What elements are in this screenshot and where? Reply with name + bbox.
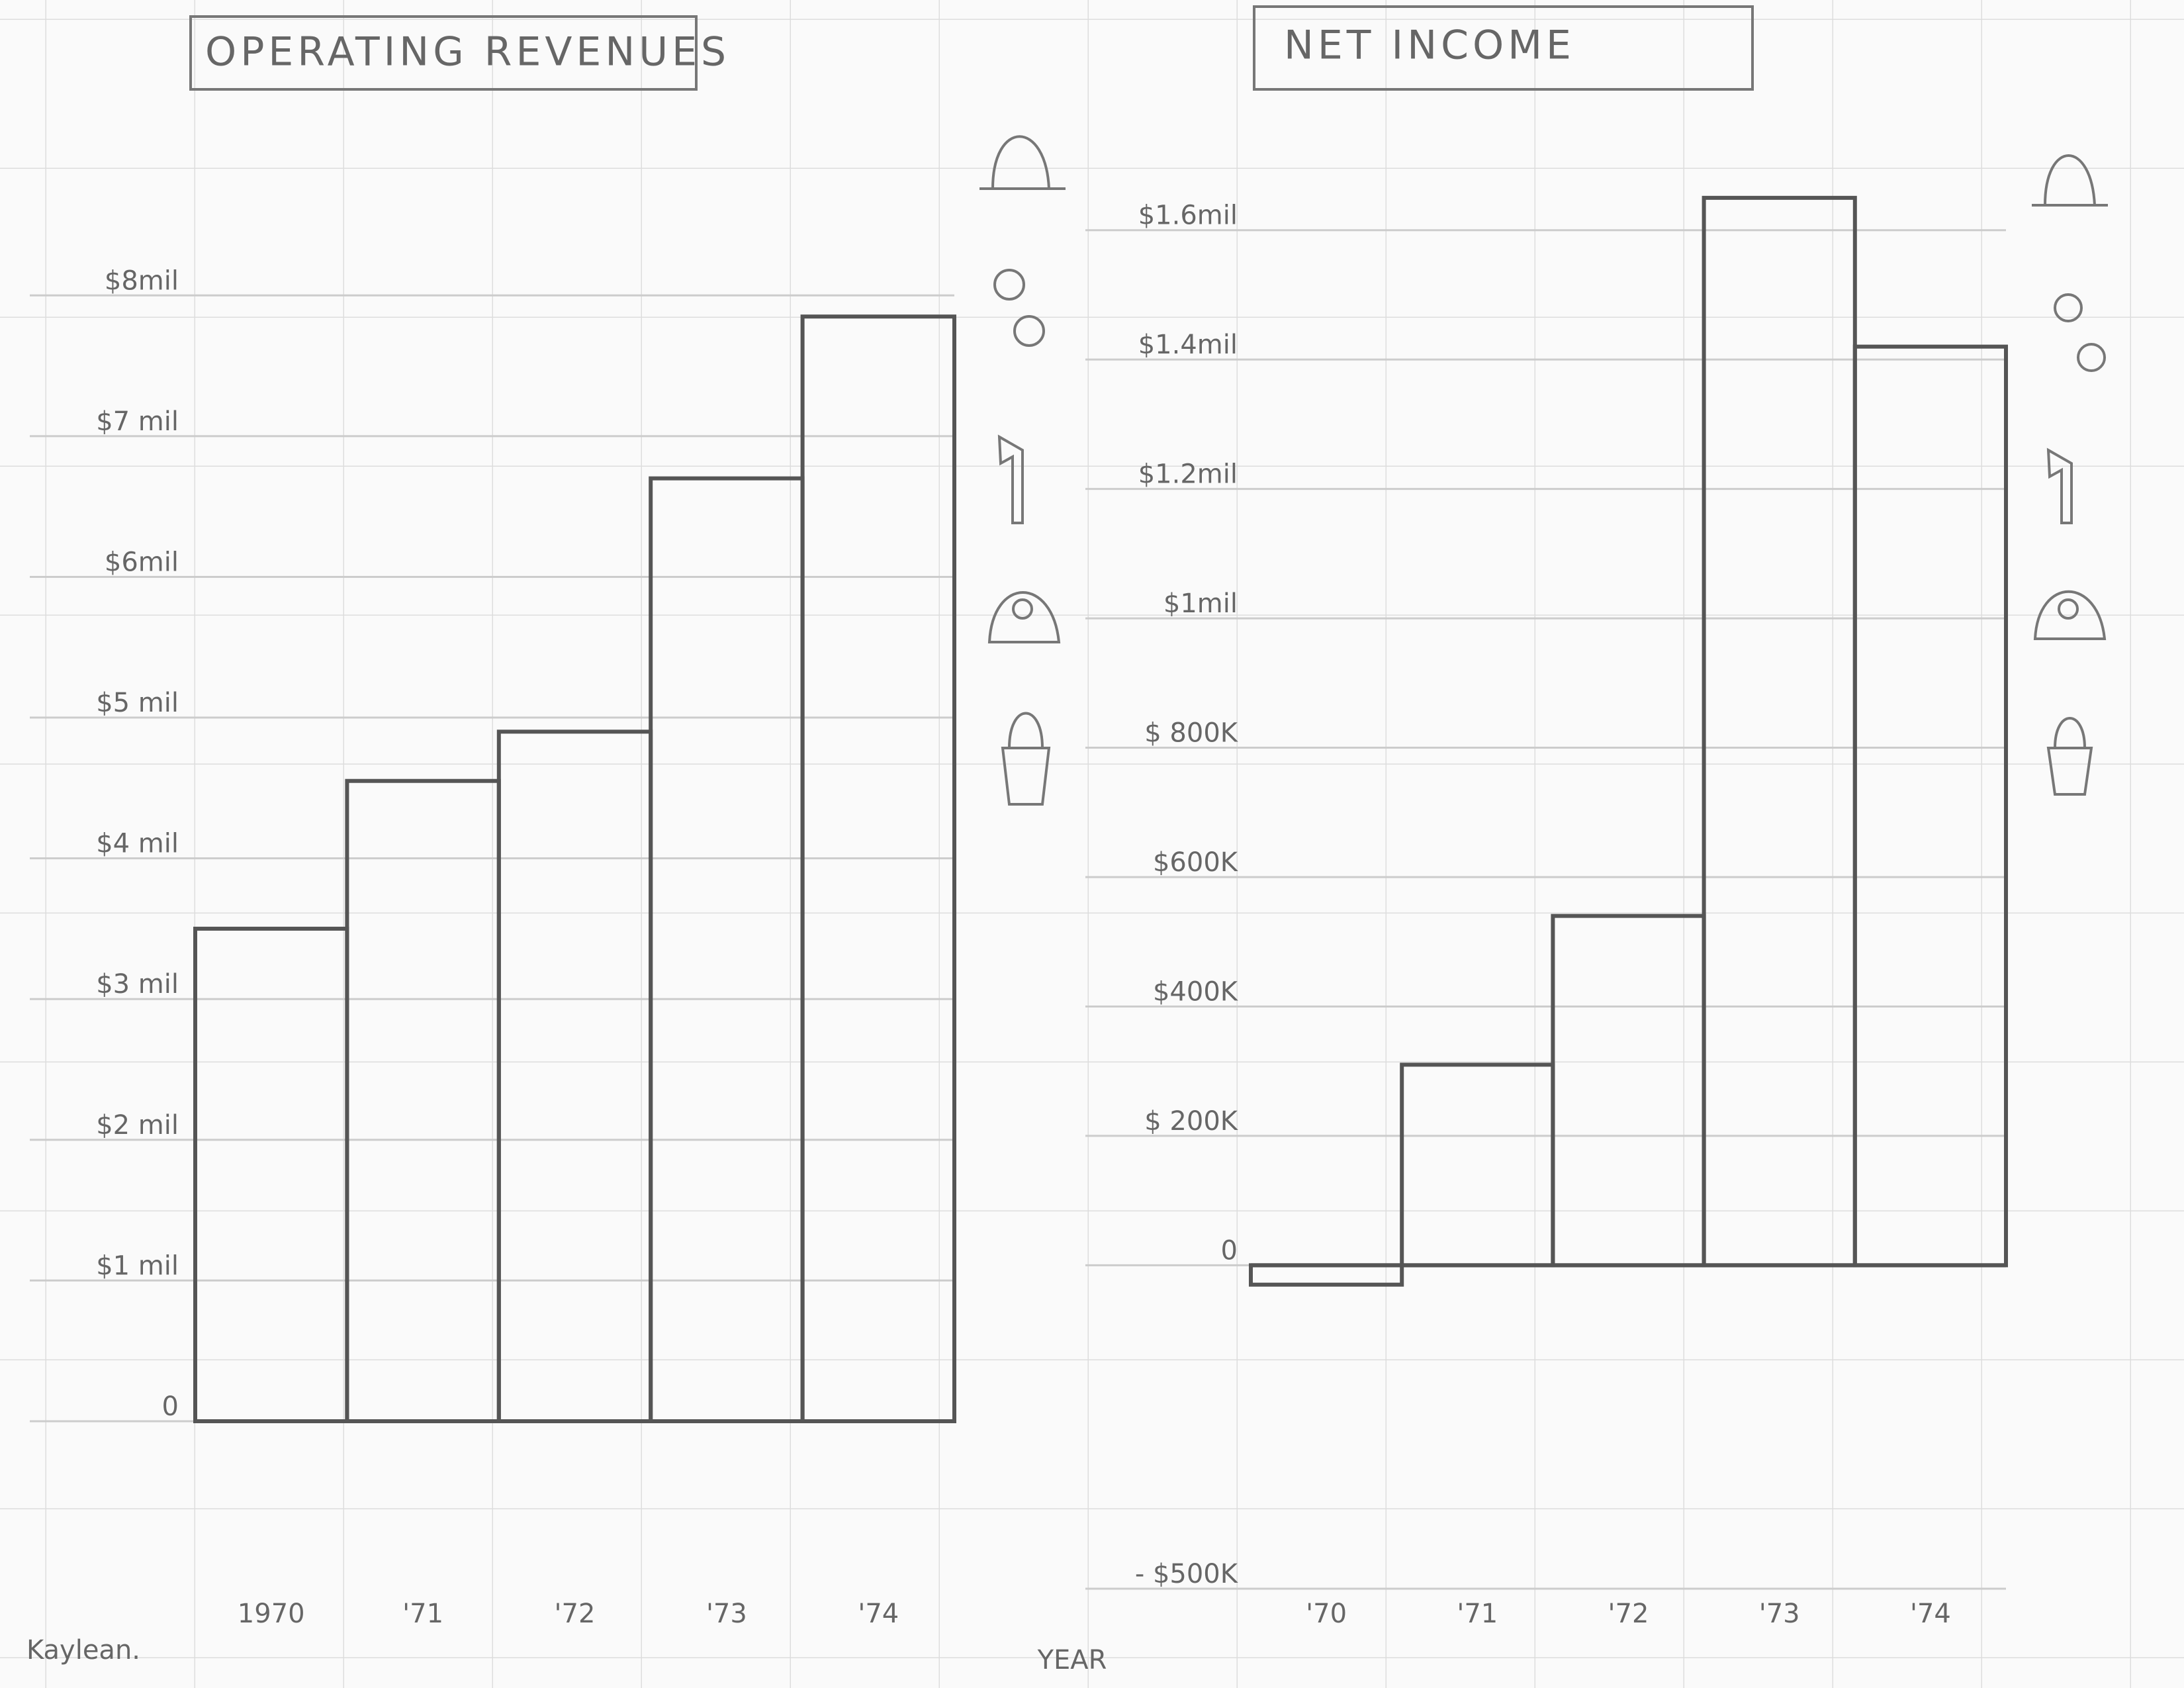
y-tick-label: $600K	[1153, 847, 1239, 878]
x-tick-label: '72	[1608, 1599, 1649, 1629]
x-tick-label: '73	[1759, 1599, 1800, 1629]
y-tick-label: $ 200K	[1144, 1106, 1239, 1137]
chart-title: OPERATING REVENUES	[205, 29, 730, 75]
y-tick-label: $8mil	[105, 265, 179, 296]
x-tick-label: 1970	[238, 1599, 305, 1629]
y-tick-label: $5 mil	[96, 688, 179, 718]
y-tick-label: $3 mil	[96, 969, 179, 1000]
x-tick-label: '72	[555, 1599, 596, 1629]
y-tick-label: - $500K	[1135, 1559, 1239, 1589]
y-tick-label: $1mil	[1163, 588, 1238, 619]
y-tick-label: $1.4mil	[1138, 330, 1238, 360]
author: Kaylean.	[26, 1635, 140, 1665]
y-tick-label: 0	[162, 1391, 179, 1422]
y-tick-label: $4 mil	[96, 829, 179, 859]
x-axis-label: YEAR	[1037, 1645, 1107, 1675]
y-tick-label: $2 mil	[96, 1110, 179, 1141]
y-tick-label: $7 mil	[96, 406, 179, 437]
y-tick-label: $1 mil	[96, 1250, 179, 1281]
x-tick-label: '70	[1306, 1599, 1347, 1629]
x-tick-label: '74	[858, 1599, 899, 1629]
chart-title: NET INCOME	[1284, 23, 1575, 69]
icons	[979, 135, 2108, 806]
title-box	[1253, 5, 1754, 91]
y-tick-label: $1.6mil	[1138, 201, 1238, 231]
x-tick-label: '74	[1910, 1599, 1951, 1629]
y-tick-label: $1.2mil	[1138, 459, 1238, 490]
y-tick-label: $400K	[1153, 976, 1239, 1007]
y-tick-label: $ 800K	[1144, 718, 1239, 749]
x-tick-label: '71	[402, 1599, 443, 1629]
title-box	[189, 15, 698, 91]
x-tick-label: '71	[1457, 1599, 1498, 1629]
x-tick-label: '73	[706, 1599, 747, 1629]
y-tick-label: $6mil	[105, 547, 179, 577]
y-tick-label: 0	[1221, 1235, 1238, 1266]
